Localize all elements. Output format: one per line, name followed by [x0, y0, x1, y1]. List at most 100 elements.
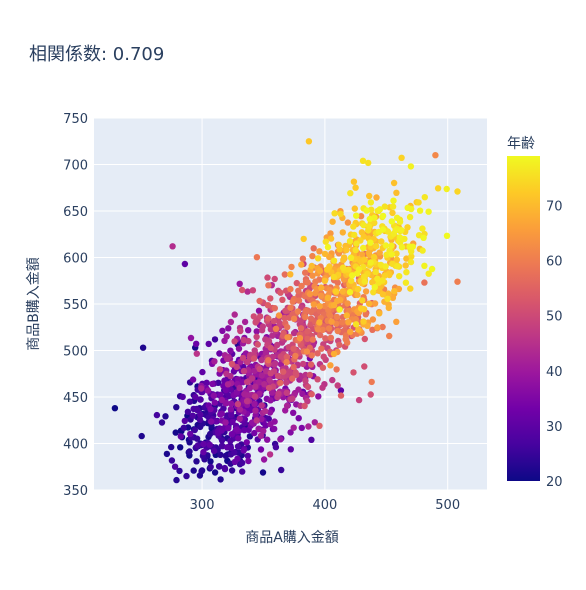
scatter-point — [211, 336, 219, 343]
scatter-point — [345, 266, 352, 273]
scatter-point — [382, 263, 389, 270]
scatter-point — [362, 311, 369, 318]
scatter-point — [179, 393, 186, 401]
scatter-point — [163, 450, 171, 458]
scatter-point — [330, 273, 338, 281]
scatter-point — [326, 286, 333, 294]
y-axis-ticks: 350 400 450 500 550 600 650 700 750 — [63, 112, 88, 499]
scatter-point — [318, 345, 325, 352]
scatter-point — [330, 257, 338, 264]
scatter-point — [353, 240, 360, 247]
scatter-point — [224, 444, 231, 451]
data-points — [111, 138, 461, 484]
scatter-point — [283, 359, 290, 366]
scatter-point — [404, 224, 411, 231]
scatter-point — [361, 335, 368, 343]
scatter-point — [425, 270, 432, 277]
scatter-point — [252, 407, 259, 414]
scatter-point — [241, 427, 248, 434]
scatter-point — [428, 265, 436, 273]
scatter-point — [365, 300, 373, 307]
scatter-point — [350, 223, 357, 230]
scatter-point — [403, 255, 410, 262]
scatter-point — [352, 184, 359, 191]
scatter-point — [239, 459, 246, 467]
scatter-point — [373, 194, 380, 201]
scatter-point — [295, 297, 303, 304]
scatter-point — [389, 203, 397, 210]
scatter-point — [168, 457, 176, 464]
scatter-point — [205, 340, 212, 348]
scatter-point — [276, 319, 283, 327]
scatter-point — [361, 363, 368, 370]
scatter-point — [329, 218, 336, 225]
scatter-point — [305, 423, 312, 430]
scatter-point — [392, 227, 399, 234]
scatter-point — [393, 189, 400, 196]
scatter-point — [240, 367, 248, 375]
scatter-point — [295, 287, 302, 294]
scatter-point — [266, 409, 274, 416]
scatter-point — [177, 444, 184, 451]
scatter-point — [347, 277, 355, 284]
colorbar — [507, 156, 540, 481]
scatter-point — [324, 294, 331, 301]
scatter-point — [366, 192, 373, 200]
scatter-point — [298, 424, 305, 432]
x-tick-label: 400 — [312, 498, 337, 513]
colorbar-tick-label: 40 — [546, 365, 563, 380]
scatter-point — [284, 323, 291, 331]
scatter-point — [360, 273, 368, 280]
scatter-point — [304, 279, 311, 286]
scatter-point — [246, 433, 254, 440]
scatter-point — [350, 178, 358, 185]
scatter-point — [330, 350, 338, 358]
scatter-point — [379, 291, 387, 298]
x-tick-label: 300 — [190, 498, 215, 513]
scatter-point — [398, 227, 405, 234]
scatter-point — [376, 310, 383, 317]
scatter-point — [289, 375, 296, 382]
scatter-point — [382, 242, 390, 249]
scatter-point — [300, 235, 307, 243]
scatter-point — [343, 246, 350, 254]
scatter-point — [309, 272, 316, 279]
scatter-point — [256, 365, 263, 373]
scatter-point — [251, 367, 258, 375]
scatter-point — [234, 400, 242, 408]
scatter-point — [297, 325, 305, 332]
scatter-point — [396, 234, 403, 241]
scatter-point — [224, 381, 232, 388]
scatter-point — [295, 415, 302, 422]
scatter-point — [369, 279, 376, 286]
scatter-point — [244, 452, 251, 460]
scatter-point — [355, 396, 363, 404]
scatter-point — [191, 426, 198, 434]
scatter-point — [192, 393, 199, 401]
scatter-point — [245, 337, 252, 345]
scatter-point — [347, 190, 354, 197]
scatter-point — [267, 370, 274, 377]
scatter-point — [269, 353, 276, 360]
scatter-point — [187, 430, 194, 438]
scatter-point — [228, 360, 236, 368]
scatter-point — [391, 288, 398, 295]
scatter-point — [264, 436, 271, 443]
scatter-point — [212, 418, 220, 425]
scatter-point — [360, 318, 367, 325]
scatter-point — [173, 476, 180, 484]
scatter-point — [279, 296, 286, 303]
scatter-point — [183, 472, 190, 480]
scatter-point — [314, 376, 321, 383]
scatter-point — [374, 324, 381, 331]
scatter-point — [369, 316, 377, 323]
scatter-point — [316, 331, 324, 339]
scatter-point — [377, 261, 384, 269]
scatter-point — [265, 357, 272, 364]
scatter-point — [319, 384, 326, 391]
scatter-point — [280, 368, 287, 375]
scatter-point — [327, 362, 334, 369]
scatter-point — [240, 447, 247, 454]
scatter-point — [350, 369, 357, 376]
scatter-point — [307, 315, 315, 322]
